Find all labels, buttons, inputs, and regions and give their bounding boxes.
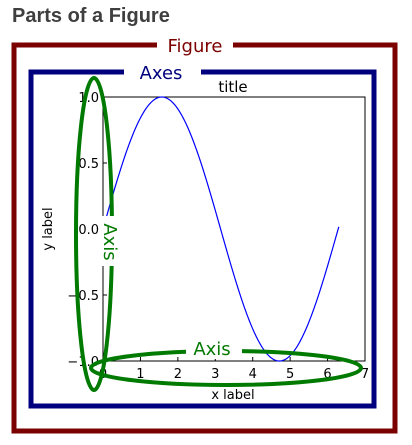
x-axis-label: x label [211,388,254,403]
plot-title: title [218,78,247,96]
axes-label: Axes [140,63,183,84]
x-tick-label: 5 [286,367,294,382]
x-axis-annotation: Axis [193,339,230,360]
x-tick-label: 6 [323,367,331,382]
x-axis-annotation-bg [186,339,242,359]
axes-frame [28,69,377,409]
sine-line [102,96,340,362]
y-axis-label: y label [41,207,56,250]
x-tick-label: 1 [136,367,144,382]
x-tick-label: 4 [249,367,257,382]
page-heading: Parts of a Figure [12,5,170,27]
axes-label-bg [124,62,201,82]
y-tick-label: 1.0 [78,91,99,106]
x-tick-label: 3 [211,367,219,382]
x-tick-label: 2 [174,367,182,382]
y-tick-label: 0.5 [78,157,99,172]
y-axis-annotation: Axis [99,223,120,260]
figure-label-bg [157,35,233,55]
figure-label: Figure [168,36,223,57]
y-axis-annotation-bg [101,216,121,266]
y-tick-label: −0.5 [67,289,99,304]
x-tick-label: 7 [361,367,369,382]
y-tick-label: 0.0 [78,223,99,238]
plot-area [102,96,366,362]
